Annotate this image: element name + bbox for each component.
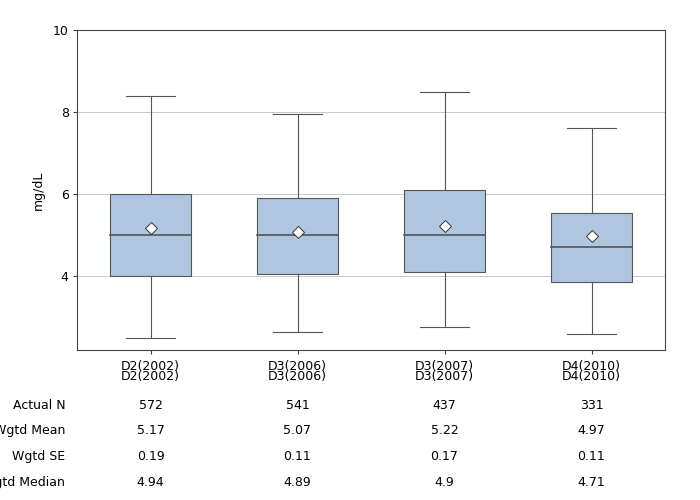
- Bar: [404, 190, 485, 272]
- Text: 5.07: 5.07: [284, 424, 312, 437]
- Text: 0.11: 0.11: [578, 450, 606, 463]
- Bar: [551, 212, 632, 282]
- Text: 5.22: 5.22: [430, 424, 458, 437]
- Text: 4.9: 4.9: [435, 476, 454, 489]
- Text: 0.19: 0.19: [136, 450, 164, 463]
- Text: D3(2007): D3(2007): [415, 370, 474, 383]
- Bar: [110, 194, 191, 276]
- Text: 331: 331: [580, 399, 603, 412]
- Text: Wgtd Median: Wgtd Median: [0, 476, 65, 489]
- Text: Actual N: Actual N: [13, 399, 65, 412]
- Text: D2(2002): D2(2002): [121, 370, 180, 383]
- Text: D3(2006): D3(2006): [268, 370, 327, 383]
- Text: 5.17: 5.17: [136, 424, 164, 437]
- Text: 541: 541: [286, 399, 309, 412]
- Y-axis label: mg/dL: mg/dL: [32, 170, 45, 209]
- Text: 572: 572: [139, 399, 162, 412]
- Text: 0.17: 0.17: [430, 450, 458, 463]
- Text: 437: 437: [433, 399, 456, 412]
- Text: D4(2010): D4(2010): [562, 370, 621, 383]
- Text: Wgtd Mean: Wgtd Mean: [0, 424, 65, 437]
- Text: 4.97: 4.97: [578, 424, 606, 437]
- Text: Wgtd SE: Wgtd SE: [12, 450, 65, 463]
- Bar: [257, 198, 338, 274]
- Text: 4.71: 4.71: [578, 476, 606, 489]
- Text: 4.89: 4.89: [284, 476, 312, 489]
- Text: 0.11: 0.11: [284, 450, 312, 463]
- Text: 4.94: 4.94: [136, 476, 164, 489]
